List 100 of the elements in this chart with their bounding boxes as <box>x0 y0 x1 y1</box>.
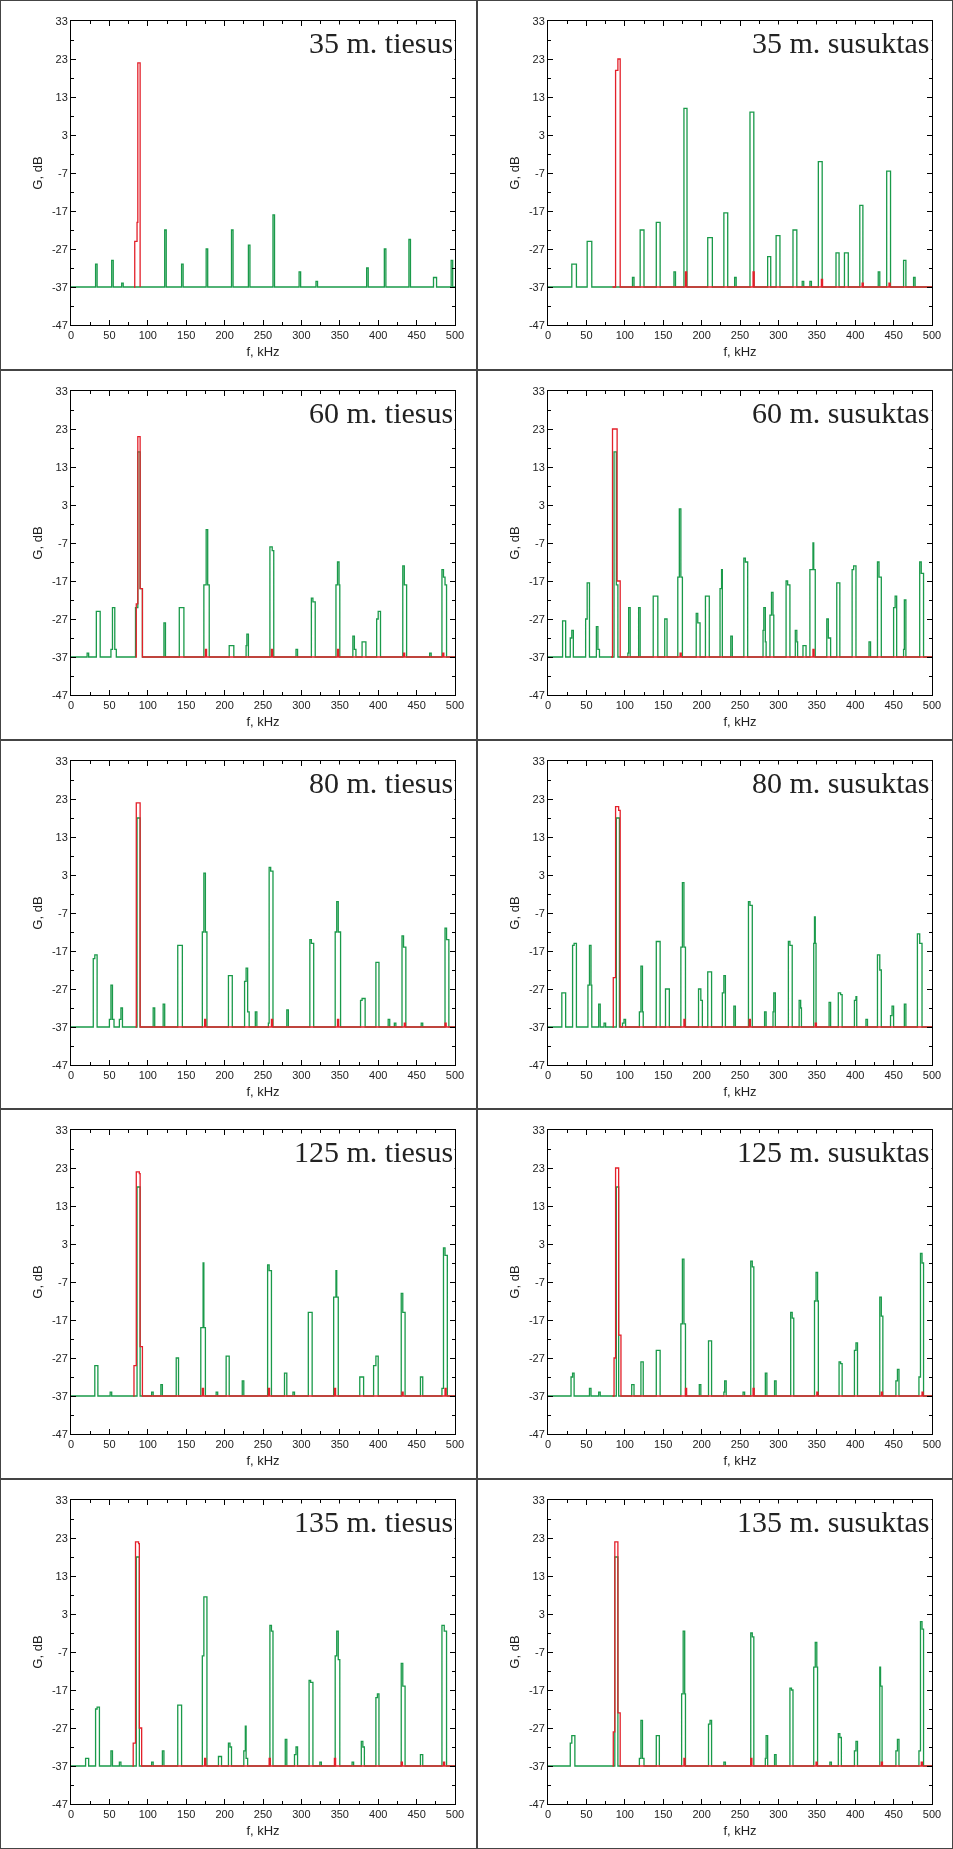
x-tick-label: 200 <box>691 1068 711 1081</box>
y-tick-label: 33 <box>55 14 68 27</box>
x-tick-label: 350 <box>807 1808 826 1821</box>
x-tick-label: 250 <box>730 329 749 342</box>
x-tick-label: 400 <box>845 1438 864 1451</box>
x-axis-title: f, kHz <box>246 343 280 359</box>
x-tick-label: 0 <box>544 329 551 342</box>
x-tick-label: 300 <box>292 329 311 342</box>
y-tick-label: -37 <box>528 650 545 663</box>
x-tick-label: 150 <box>177 699 196 711</box>
y-tick-label: -17 <box>528 944 545 957</box>
x-tick-label: 200 <box>691 1438 711 1451</box>
y-tick-label: -27 <box>51 242 68 255</box>
x-tick-label: 0 <box>544 699 551 711</box>
x-tick-label: 0 <box>67 1438 75 1451</box>
x-tick-label: 350 <box>330 1068 349 1081</box>
y-tick-label: -47 <box>528 318 545 331</box>
x-tick-label: 150 <box>653 1438 672 1451</box>
y-axis-title: G, dB <box>29 156 45 190</box>
x-tick-label: 450 <box>407 329 426 342</box>
x-tick-label: 200 <box>215 329 234 342</box>
x-tick-label: 250 <box>730 1068 749 1081</box>
x-tick-label: 100 <box>138 1808 157 1821</box>
x-tick-label: 300 <box>768 1808 788 1821</box>
y-tick-label: -7 <box>534 1276 545 1289</box>
x-tick-label: 0 <box>67 1808 75 1821</box>
x-tick-label: 350 <box>330 699 349 711</box>
x-tick-label: 500 <box>922 699 941 711</box>
x-tick-label: 200 <box>691 329 711 342</box>
x-tick-label: 50 <box>103 329 116 342</box>
y-tick-label: -7 <box>58 906 68 919</box>
chart-title: 135 m. tiesus <box>294 1505 454 1539</box>
y-tick-label: 23 <box>55 52 68 65</box>
y-tick-label: -17 <box>51 1684 68 1697</box>
y-tick-label: 33 <box>55 1124 68 1137</box>
y-axis-title: G, dB <box>506 1635 522 1669</box>
x-tick-label: 500 <box>445 1808 465 1821</box>
y-tick-label: 33 <box>532 1124 545 1137</box>
x-tick-label: 250 <box>253 1068 273 1081</box>
x-tick-label: 450 <box>407 1438 426 1451</box>
y-tick-label: -7 <box>58 1276 68 1289</box>
y-tick-label: -27 <box>51 612 68 625</box>
x-tick-label: 50 <box>103 1068 116 1081</box>
x-tick-label: 350 <box>807 699 826 711</box>
y-tick-label: 13 <box>532 1200 545 1213</box>
x-tick-label: 400 <box>369 1438 388 1451</box>
y-tick-label: 13 <box>55 1200 68 1213</box>
x-tick-label: 500 <box>922 1068 941 1081</box>
y-tick-label: -47 <box>51 1058 68 1071</box>
x-tick-label: 0 <box>544 1438 551 1451</box>
y-tick-label: -7 <box>58 1646 68 1659</box>
y-axis-title: G, dB <box>29 1265 45 1300</box>
x-tick-label: 400 <box>845 699 864 711</box>
y-tick-label: 33 <box>55 384 68 397</box>
y-tick-label: 3 <box>538 1608 545 1621</box>
y-tick-label: -37 <box>528 1760 545 1773</box>
y-tick-label: -27 <box>528 1722 545 1735</box>
x-tick-label: 450 <box>407 699 426 711</box>
y-tick-label: 3 <box>61 128 68 141</box>
y-tick-label: 33 <box>532 14 545 27</box>
x-tick-label: 50 <box>579 699 593 711</box>
x-tick-label: 200 <box>691 1808 711 1821</box>
y-tick-label: 3 <box>61 498 68 511</box>
y-tick-label: 13 <box>532 1570 545 1583</box>
y-tick-label: 13 <box>532 830 545 843</box>
x-tick-label: 250 <box>730 1438 749 1451</box>
x-tick-label: 150 <box>177 329 196 342</box>
y-tick-label: -27 <box>51 1722 68 1735</box>
x-tick-label: 50 <box>579 329 593 342</box>
y-tick-label: -17 <box>51 574 68 587</box>
x-tick-label: 0 <box>67 699 75 711</box>
x-tick-label: 350 <box>330 329 349 342</box>
y-tick-label: -7 <box>534 1646 545 1659</box>
y-tick-label: -47 <box>51 1798 68 1811</box>
x-tick-label: 500 <box>922 329 941 342</box>
y-tick-label: -7 <box>534 536 545 549</box>
x-tick-label: 300 <box>768 699 788 711</box>
x-tick-label: 50 <box>579 1438 593 1451</box>
x-tick-label: 100 <box>138 1068 157 1081</box>
x-tick-label: 400 <box>845 329 864 342</box>
x-axis-title: f, kHz <box>246 1083 280 1099</box>
y-tick-label: 23 <box>55 1532 68 1545</box>
x-tick-label: 400 <box>369 329 388 342</box>
x-tick-label: 450 <box>883 699 903 711</box>
x-tick-label: 350 <box>807 1068 826 1081</box>
y-tick-label: -37 <box>528 280 545 293</box>
x-tick-label: 200 <box>215 1068 234 1081</box>
x-tick-label: 400 <box>369 699 388 711</box>
chart-title: 35 m. susuktas <box>751 26 930 59</box>
x-tick-label: 150 <box>177 1808 196 1821</box>
x-axis-title: f, kHz <box>246 713 280 729</box>
x-tick-label: 250 <box>730 1808 749 1821</box>
y-tick-label: 13 <box>55 90 68 103</box>
y-tick-label: 3 <box>538 498 545 511</box>
x-tick-label: 200 <box>691 699 711 711</box>
x-tick-label: 100 <box>615 699 634 711</box>
y-tick-label: -7 <box>58 536 68 549</box>
y-tick-label: -37 <box>51 1020 68 1033</box>
x-tick-label: 100 <box>615 1068 634 1081</box>
y-tick-label: 3 <box>61 868 68 881</box>
